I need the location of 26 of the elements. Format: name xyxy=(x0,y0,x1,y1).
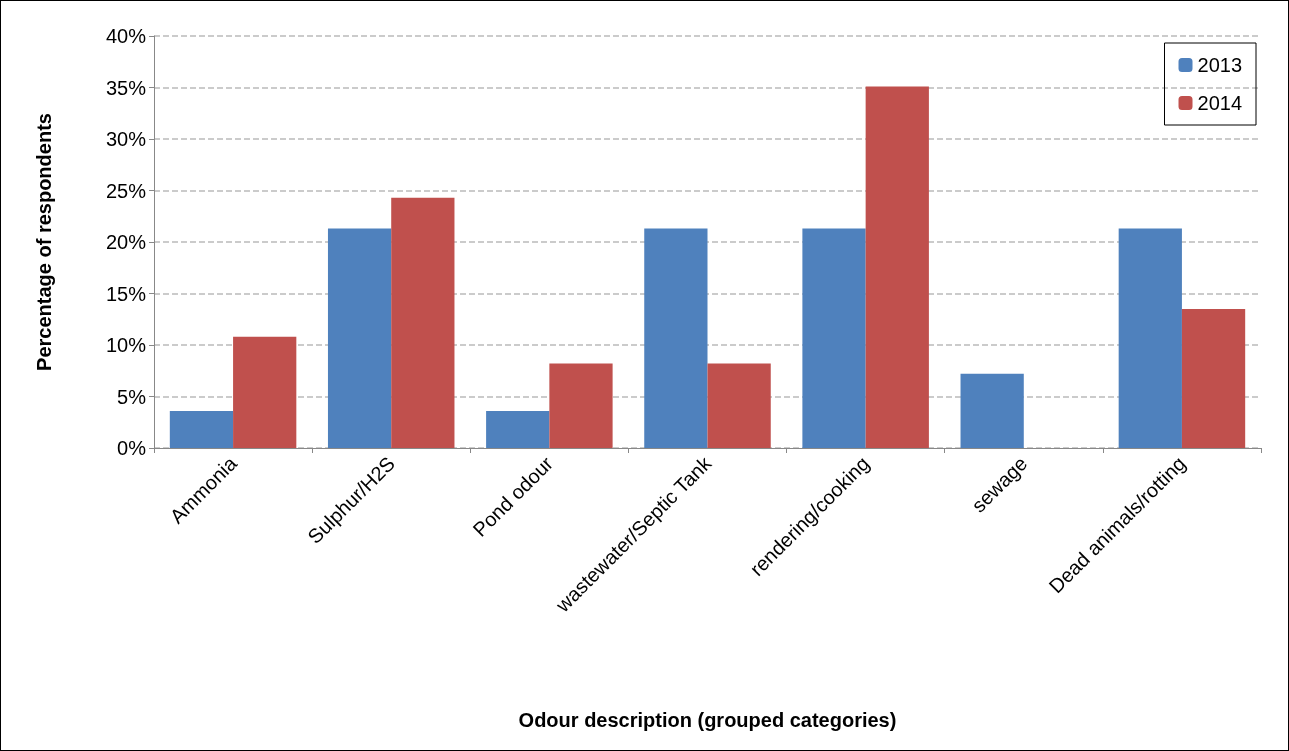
bar xyxy=(960,373,1024,448)
bar xyxy=(169,410,234,448)
y-tick-label: 20% xyxy=(105,231,147,253)
y-tick-label: 5% xyxy=(117,385,147,408)
bar xyxy=(327,228,392,448)
bar xyxy=(486,410,550,448)
bar xyxy=(549,363,613,448)
legend-label: 2013 xyxy=(1197,54,1243,76)
y-axis-title: Percentage of respondents xyxy=(33,113,55,371)
bar xyxy=(233,336,297,448)
bar xyxy=(707,363,771,448)
y-tick-label: 35% xyxy=(105,76,147,99)
y-tick-label: 40% xyxy=(105,25,147,47)
bar xyxy=(391,197,455,448)
y-tick-label: 15% xyxy=(105,282,147,305)
bar xyxy=(865,86,929,448)
bar xyxy=(644,228,708,448)
bar xyxy=(802,228,866,448)
y-tick-label: 0% xyxy=(117,437,147,459)
bar xyxy=(1181,308,1246,448)
x-axis-title: Odour description (grouped categories) xyxy=(518,709,897,731)
y-tick-label: 25% xyxy=(105,179,147,202)
y-tick-label: 30% xyxy=(105,128,147,150)
legend-label: 2014 xyxy=(1197,92,1243,114)
y-tick-label: 10% xyxy=(105,334,147,356)
bar xyxy=(1118,228,1182,448)
